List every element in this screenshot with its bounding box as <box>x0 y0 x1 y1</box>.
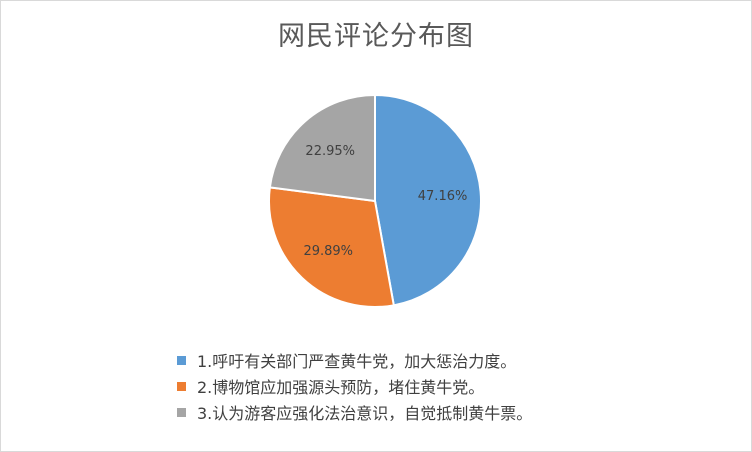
legend-item-1: 1.呼吁有关部门严查黄牛党，加大惩治力度。 <box>177 347 532 373</box>
data-label-2: 29.89% <box>303 244 353 259</box>
legend-swatch-1 <box>177 355 186 365</box>
legend: 1.呼吁有关部门严查黄牛党，加大惩治力度。 2.博物馆应加强源头预防，堵住黄牛党… <box>177 347 532 425</box>
pie-slice-2 <box>268 186 395 308</box>
pie-slice-3 <box>268 93 376 203</box>
legend-item-2: 2.博物馆应加强源头预防，堵住黄牛党。 <box>177 373 532 399</box>
pie-slice-1 <box>374 93 482 307</box>
chart-title: 网民评论分布图 <box>278 21 474 52</box>
legend-swatch-2 <box>177 381 186 391</box>
legend-label-3: 3.认为游客应强化法治意识，自觉抵制黄牛票。 <box>197 404 533 423</box>
legend-label-1: 1.呼吁有关部门严查黄牛党，加大惩治力度。 <box>197 352 517 371</box>
data-label-1: 47.16% <box>418 189 468 204</box>
legend-label-2: 2.博物馆应加强源头预防，堵住黄牛党。 <box>197 378 485 397</box>
legend-swatch-3 <box>177 407 186 417</box>
legend-item-3: 3.认为游客应强化法治意识，自觉抵制黄牛票。 <box>177 399 532 425</box>
data-label-3: 22.95% <box>305 144 355 159</box>
